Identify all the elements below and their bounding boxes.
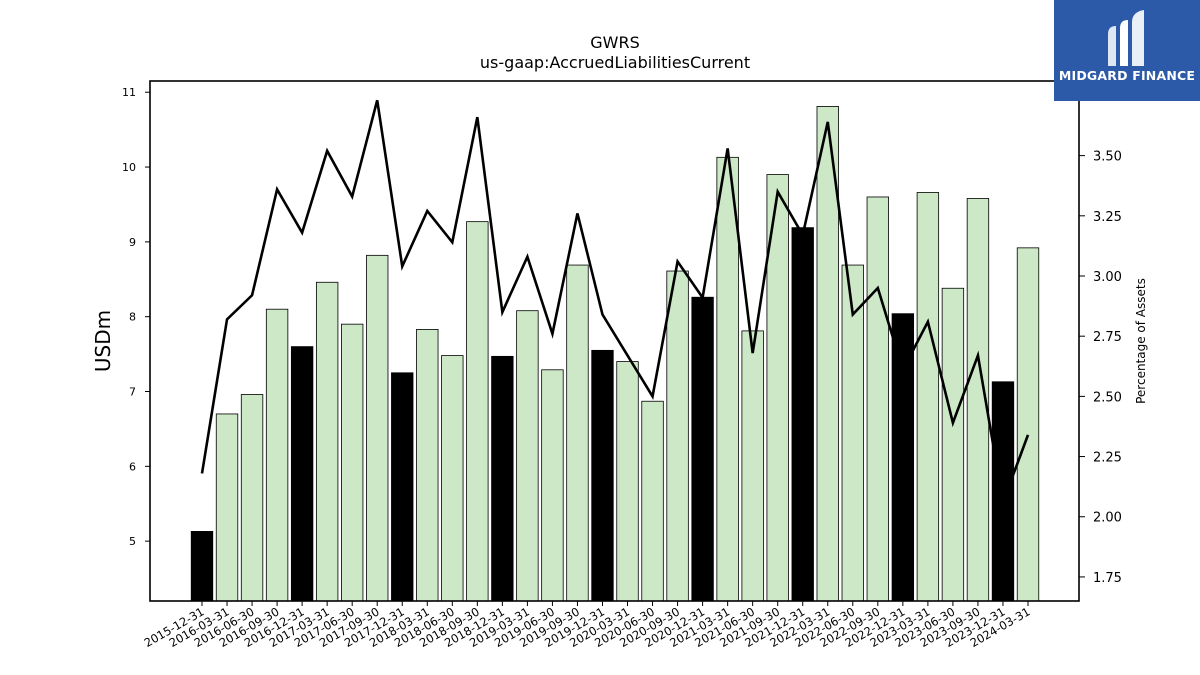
bar <box>716 156 739 602</box>
y2-tick-label: 2.00 <box>1093 511 1122 526</box>
bar <box>366 254 389 602</box>
bar <box>591 349 614 602</box>
bar <box>516 310 539 602</box>
bar <box>791 227 814 602</box>
y2-axis-label: Percentage of Assets <box>1134 278 1148 404</box>
y2-tick-label: 1.75 <box>1093 571 1122 586</box>
axes-layer: 5 6 7 8 9 10 11 1.75 2.00 2.25 2.50 2.75 3.00 3.25 3.5… <box>122 80 1122 650</box>
bar <box>265 308 289 602</box>
y-tick-label: 10 <box>122 161 136 174</box>
bar <box>691 296 714 602</box>
y-tick-label: 6 <box>129 460 136 473</box>
chart-subtitle: us-gaap:AccruedLiabilitiesCurrent <box>480 53 750 72</box>
bar <box>916 192 940 602</box>
bar <box>290 346 314 602</box>
bar <box>566 264 589 602</box>
y-axis-label: USDm <box>91 310 115 372</box>
bar <box>315 281 339 602</box>
bar <box>541 369 564 602</box>
bar <box>215 413 239 602</box>
bar <box>391 372 414 602</box>
percentage-line <box>200 99 1030 508</box>
y2-tick-label: 2.25 <box>1093 451 1122 466</box>
bar <box>741 330 764 602</box>
y2-tick-label: 3.50 <box>1093 150 1122 165</box>
bar <box>666 270 689 602</box>
y2-tick-label: 2.75 <box>1093 330 1122 345</box>
bar <box>866 196 889 602</box>
y-tick-label: 11 <box>122 86 136 99</box>
bar <box>416 329 439 602</box>
y-tick-label: 8 <box>129 311 136 324</box>
y2-tick-label: 2.50 <box>1093 390 1122 405</box>
bar <box>941 287 965 602</box>
bar <box>341 323 364 602</box>
y-tick-label: 7 <box>129 386 136 399</box>
bar <box>441 355 464 602</box>
bar <box>240 394 264 602</box>
line-layer <box>200 99 1030 508</box>
bar <box>991 381 1015 602</box>
y2-tick-label: 3.25 <box>1093 210 1122 225</box>
bars-layer <box>190 106 1040 602</box>
y-tick-label: 9 <box>129 236 136 249</box>
bar <box>491 355 514 602</box>
bar <box>616 361 639 602</box>
y2-tick-label: 3.00 <box>1093 270 1122 285</box>
bar <box>641 400 664 602</box>
bar <box>466 221 489 602</box>
brand-logo: MIDGARD FINANCE <box>1054 0 1200 101</box>
logo-text: MIDGARD FINANCE <box>1058 68 1196 83</box>
plot-frame <box>149 80 1080 602</box>
bar <box>1016 247 1040 602</box>
y-tick-label: 5 <box>129 535 136 548</box>
bar <box>190 531 214 602</box>
chart-title: GWRS <box>590 33 640 52</box>
logo-mark-icon <box>1108 10 1144 66</box>
